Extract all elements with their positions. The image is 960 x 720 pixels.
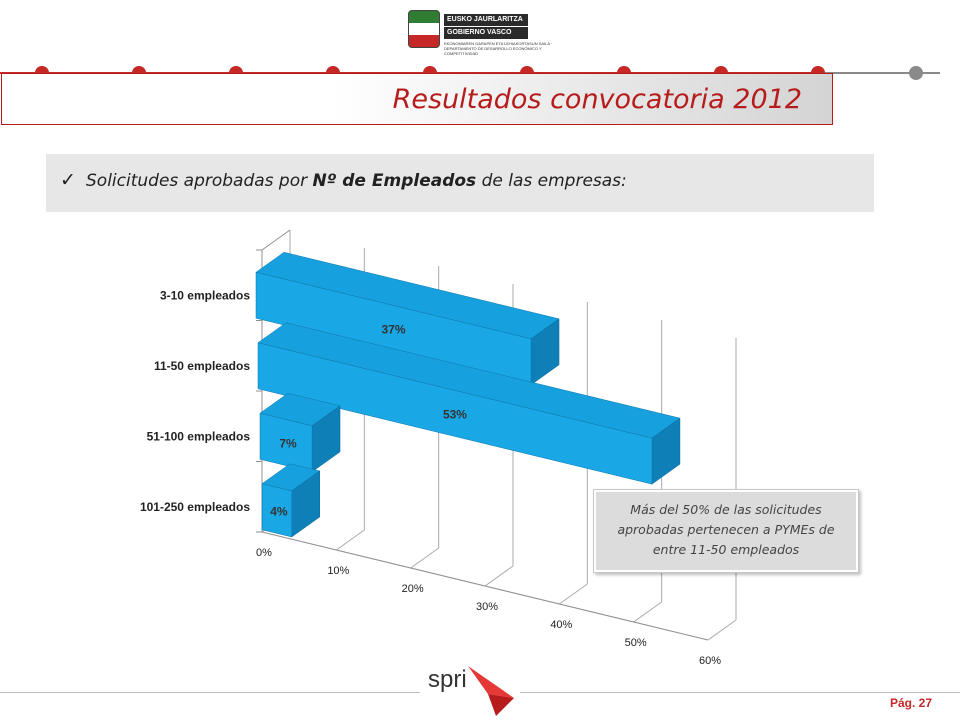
page-title: Resultados convocatoria 2012 <box>392 84 802 115</box>
callout-box: Más del 50% de las solicitudes aprobadas… <box>593 489 859 573</box>
subtitle-bold: Nº de Empleados <box>312 171 477 191</box>
x-tick-label: 20% <box>402 583 424 595</box>
gridline-floor <box>633 601 662 623</box>
gridline-floor <box>484 565 514 587</box>
bar-51-100-empleados: 7% <box>259 392 341 473</box>
data-label: 37% <box>382 323 406 337</box>
title-band: Resultados convocatoria 2012 <box>1 73 833 125</box>
spri-logo-text: spri <box>428 666 467 693</box>
checkmark-icon: ✓ <box>60 170 76 191</box>
decorative-dot <box>909 66 923 80</box>
spri-arrow-icon <box>468 666 514 716</box>
data-label: 7% <box>279 437 297 451</box>
gobierno-vasco-logo: EUSKO JAURLARITZA GOBIERNO VASCO EKONOMI… <box>408 8 552 60</box>
gridline-floor <box>559 583 588 605</box>
x-tick-label: 50% <box>625 637 647 649</box>
category-label: 11-50 empleados <box>154 359 250 373</box>
crest-icon <box>408 10 440 48</box>
callout-text: Más del 50% de las solicitudes aprobadas… <box>617 502 835 557</box>
data-label: 4% <box>270 504 288 518</box>
subtitle-band: ✓ Solicitudes aprobadas por Nº de Emplea… <box>46 154 874 212</box>
x-tick-label: 30% <box>476 601 498 613</box>
gridline-floor <box>410 547 439 569</box>
x-tick-label: 40% <box>550 619 572 631</box>
gridline-floor <box>336 529 365 551</box>
axis-left-top <box>261 229 291 251</box>
bar-11-50-empleados: 53% <box>257 322 681 485</box>
x-tick-label: 10% <box>327 565 349 577</box>
bar-front <box>261 483 292 538</box>
category-label: 3-10 empleados <box>160 288 250 302</box>
logo-line-2: GOBIERNO VASCO <box>444 27 528 39</box>
gridline-floor <box>707 619 737 641</box>
page-number: Pág. 27 <box>890 696 933 710</box>
axis-floor-front <box>261 531 709 641</box>
spri-logo: spri <box>420 660 520 720</box>
bar-101-250-empleados: 4% <box>261 463 321 538</box>
logo-small-text: EKONOMIAREN GARAPEN ETA LEHIAKORTASUN SA… <box>444 41 553 56</box>
category-label: 101-250 empleados <box>140 500 250 514</box>
bars: 37% 53% 7% 4% <box>255 251 681 538</box>
data-label: 53% <box>443 407 467 421</box>
x-tick-label: 0% <box>256 547 272 559</box>
logo-line-1: EUSKO JAURLARITZA <box>444 14 528 26</box>
bar-front <box>257 342 653 485</box>
category-label: 51-100 empleados <box>147 429 251 443</box>
subtitle-suffix: de las empresas: <box>476 171 627 191</box>
employees-bar-chart: 37% 53% 7% 4% 3-10 empleados 11-50 empleados 5… <box>140 229 737 667</box>
subtitle-prefix: Solicitudes aprobadas por <box>86 171 313 191</box>
x-tick-label: 60% <box>699 655 721 667</box>
subtitle-text: Solicitudes aprobadas por Nº de Empleado… <box>86 171 627 191</box>
